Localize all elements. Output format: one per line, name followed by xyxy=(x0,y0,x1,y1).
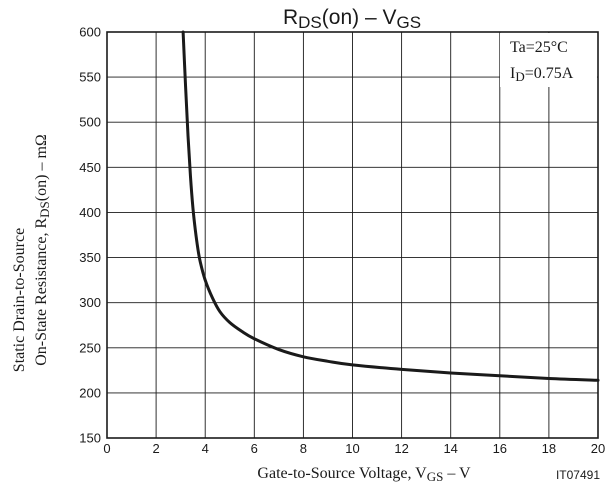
conditions-temperature: Ta=25°C xyxy=(510,39,568,56)
x-tick-label: 0 xyxy=(103,441,110,456)
y-tick-label: 400 xyxy=(79,205,101,220)
y-axis-label-line2: On-State Resistance, RDS(on) – mΩ xyxy=(33,134,52,366)
y-tick-label: 550 xyxy=(79,70,101,85)
y-tick-label: 250 xyxy=(79,340,101,355)
x-tick-label: 16 xyxy=(493,441,507,456)
x-tick-label: 4 xyxy=(202,441,209,456)
y-tick-label: 450 xyxy=(79,160,101,175)
conditions-box-bg xyxy=(500,33,597,87)
rds-on-curve xyxy=(181,30,600,382)
y-tick-label: 200 xyxy=(79,385,101,400)
x-axis-label: Gate-to-Source Voltage, VGS – V xyxy=(257,465,471,484)
x-tick-label: 12 xyxy=(394,441,408,456)
conditions-current: ID=0.75A xyxy=(510,65,574,84)
x-tick-label: 2 xyxy=(152,441,159,456)
y-tick-label: 500 xyxy=(79,115,101,130)
grid-lines xyxy=(107,32,598,438)
figure-code: IT07491 xyxy=(556,468,600,482)
x-tick-labels: 0 2 4 6 8 10 12 14 16 18 20 xyxy=(103,441,605,456)
x-tick-label: 20 xyxy=(591,441,605,456)
x-tick-label: 18 xyxy=(542,441,556,456)
y-tick-label: 150 xyxy=(79,431,101,446)
y-axis-label-line1: Static Drain-to-Source xyxy=(11,228,28,372)
y-tick-label: 600 xyxy=(79,25,101,40)
x-tick-label: 6 xyxy=(251,441,258,456)
x-tick-label: 14 xyxy=(443,441,457,456)
plot-frame xyxy=(106,31,599,439)
y-tick-labels: 150 200 250 300 350 400 450 500 550 600 xyxy=(79,25,101,446)
x-tick-label: 10 xyxy=(345,441,359,456)
chart-title: RDS(on) – VGS xyxy=(283,6,421,32)
y-tick-label: 300 xyxy=(79,295,101,310)
x-tick-label: 8 xyxy=(300,441,307,456)
series-layer xyxy=(181,30,600,382)
y-tick-label: 350 xyxy=(79,250,101,265)
